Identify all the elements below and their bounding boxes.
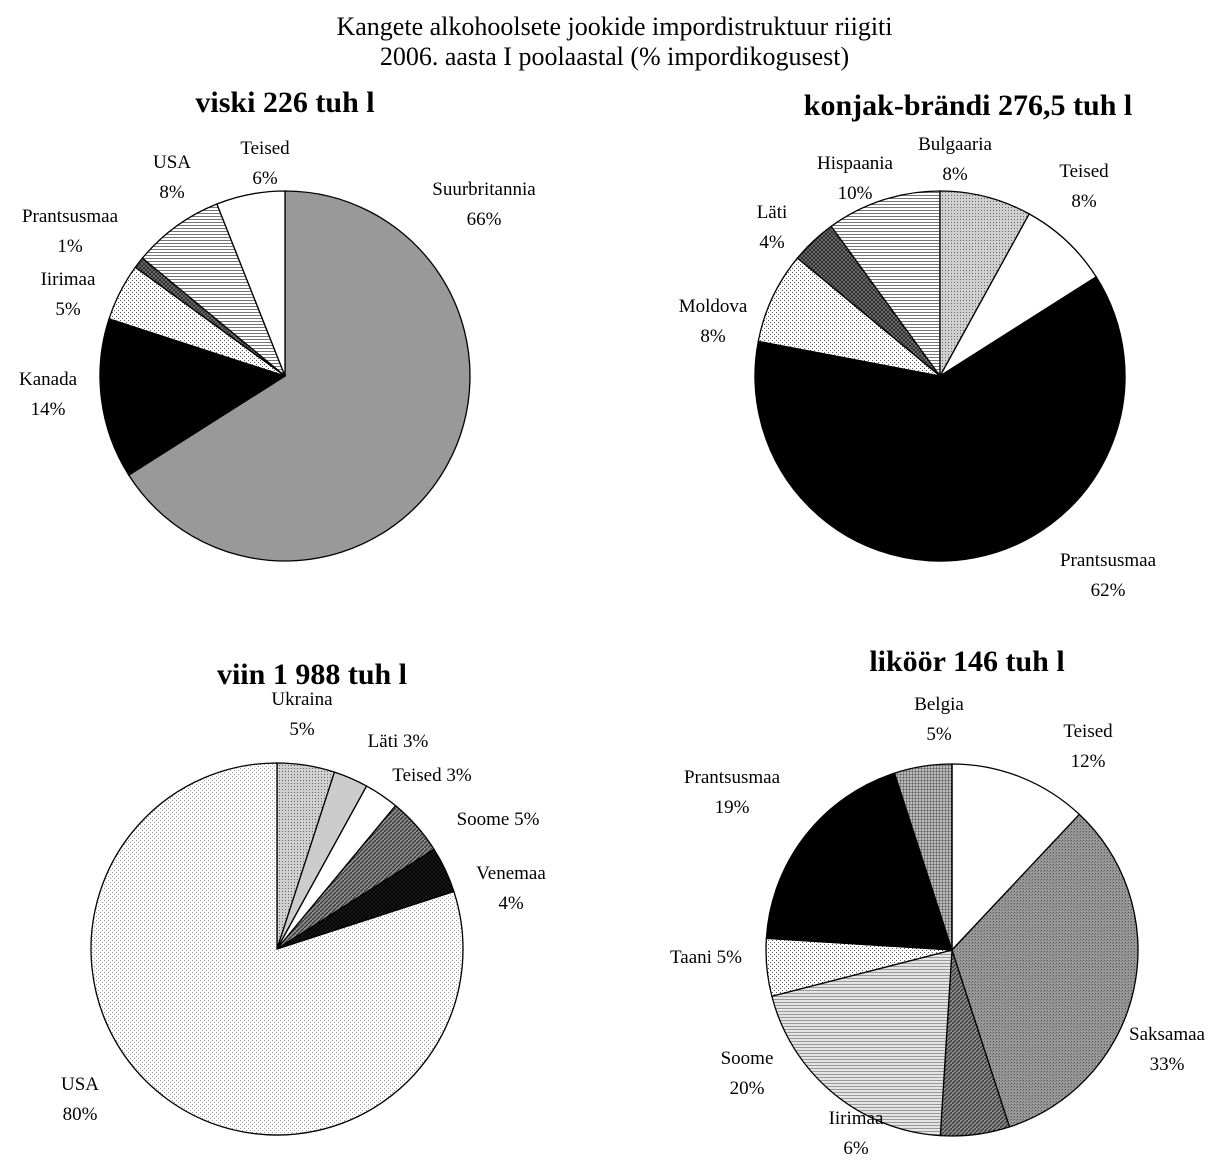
chart-title: konjak-brändi 276,5 tuh l — [804, 89, 1132, 122]
slice-label-taani: Taani 5% — [670, 947, 742, 968]
slice-label-hispaania: Hispaania 10% — [817, 153, 894, 204]
pie-slice-soome — [771, 949, 953, 1137]
slice-label-suurbritannia: Suurbritannia 66% — [432, 179, 536, 230]
slice-label-bulgaaria: Bulgaaria 8% — [918, 134, 992, 185]
pie-chart-konjak-brandi: konjak-brändi 276,5 tuh l Teised 8% Prantsu… — [679, 89, 1157, 601]
pie-slice-kanada — [99, 318, 287, 477]
slice-label-soome: Soome 5% — [457, 809, 540, 830]
slice-label-prantsusmaa: Prantsusmaa 19% — [684, 767, 781, 818]
slice-label-soome: Soome 20% — [721, 1048, 774, 1099]
slice-label-prantsusmaa: Prantsusmaa 1% — [22, 206, 119, 257]
slice-label-ukraina: Ukraina 5% — [271, 689, 333, 740]
pie-slice-belgia — [893, 763, 953, 951]
slice-label-prantsusmaa: Prantsusmaa 62% — [1060, 550, 1157, 601]
chart-title: viin 1 988 tuh l — [217, 658, 407, 691]
slice-label-venemaa: Venemaa 4% — [476, 863, 546, 914]
pie-slice-usa — [90, 762, 464, 1136]
pie-slice-teised — [939, 212, 1098, 377]
slice-label-usa: USA 80% — [61, 1074, 99, 1125]
slice-label-iirimaa: Iirimaa 5% — [41, 269, 96, 320]
slice-label-iirimaa: Iirimaa 6% — [829, 1108, 884, 1159]
slice-label-teised: Teised 12% — [1063, 721, 1113, 772]
slice-label-teised: Teised 8% — [1059, 161, 1109, 212]
slice-label-belgia: Belgia 5% — [914, 694, 964, 745]
slice-label-kanada: Kanada 14% — [19, 369, 78, 420]
slice-label-lati: Läti 3% — [368, 731, 429, 752]
figure-title-line2: 2006. aasta I poolaastal (% impordikogus… — [379, 42, 850, 71]
pie-slice-suurbritannia — [127, 190, 471, 562]
chart-title: viski 226 tuh l — [195, 86, 374, 119]
pie-slice-usa — [141, 203, 286, 377]
slice-label-lati: Läti 4% — [757, 202, 788, 253]
slice-label-moldova: Moldova 8% — [679, 296, 748, 347]
figure-title-line1: Kangete alkohoolsete jookide impordistru… — [336, 12, 893, 41]
slice-label-teised: Teised 3% — [392, 765, 472, 786]
pie-slice-saksamaa — [951, 813, 1139, 1128]
pie-slice-prantsusmaa — [754, 275, 1126, 562]
pie-slice-moldova — [757, 257, 941, 377]
pie-slice-prantsusmaa — [765, 772, 953, 951]
pie-slice-teised — [216, 190, 286, 377]
pie-chart-viski: viski 226 tuh l Suurbritannia 66% Kanada 14%… — [19, 86, 536, 562]
slice-label-teised: Teised 6% — [240, 138, 290, 189]
pie-slice-hispaania — [830, 190, 941, 379]
pie-chart-likoor: liköör 146 tuh l Teised 12% Saksamaa 33% Iiri… — [670, 645, 1206, 1159]
pie-slice-bulgaaria — [939, 190, 1031, 377]
charts-layer: viski 226 tuh l Suurbritannia 66% Kanada 14%… — [19, 86, 1206, 1159]
slice-label-usa: USA 8% — [153, 152, 191, 203]
chart-title: liköör 146 tuh l — [869, 645, 1064, 678]
pie-slice-teised — [951, 763, 1081, 952]
slice-label-saksamaa: Saksamaa 33% — [1129, 1024, 1206, 1075]
